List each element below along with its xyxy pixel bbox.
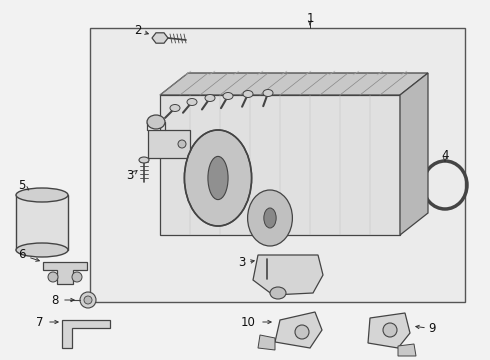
Polygon shape [160,95,400,235]
Ellipse shape [205,94,215,102]
Polygon shape [258,335,275,350]
Text: 10: 10 [241,315,255,328]
Polygon shape [275,312,322,348]
Polygon shape [62,320,110,348]
Circle shape [72,272,82,282]
Bar [90,28,465,302]
Bar [16,195,68,250]
Polygon shape [152,33,168,43]
Polygon shape [160,73,428,95]
Circle shape [178,140,186,148]
Text: 7: 7 [36,315,44,328]
Ellipse shape [383,323,397,337]
Text: 3: 3 [238,256,245,269]
Ellipse shape [264,208,276,228]
Polygon shape [400,73,428,235]
Circle shape [80,292,96,308]
Text: 9: 9 [428,321,436,334]
Ellipse shape [139,157,149,163]
Polygon shape [398,344,416,356]
Circle shape [84,296,92,304]
Text: 5: 5 [18,179,25,192]
Polygon shape [43,262,87,284]
Text: 8: 8 [51,293,59,306]
Polygon shape [368,313,410,348]
Text: 2: 2 [134,23,142,36]
Text: 6: 6 [18,248,26,261]
Text: 4: 4 [441,149,449,162]
Ellipse shape [184,130,251,226]
Text: 3: 3 [126,168,134,181]
Ellipse shape [16,243,68,257]
Ellipse shape [243,90,253,98]
Ellipse shape [16,188,68,202]
Polygon shape [253,255,323,295]
Ellipse shape [187,99,197,105]
Ellipse shape [223,93,233,99]
Ellipse shape [295,325,309,339]
Bar [148,130,190,158]
Ellipse shape [247,190,293,246]
Ellipse shape [263,90,273,96]
Ellipse shape [147,115,165,129]
Text: 1: 1 [306,12,314,24]
Ellipse shape [170,104,180,112]
Circle shape [48,272,58,282]
Ellipse shape [208,156,228,199]
Ellipse shape [270,287,286,299]
